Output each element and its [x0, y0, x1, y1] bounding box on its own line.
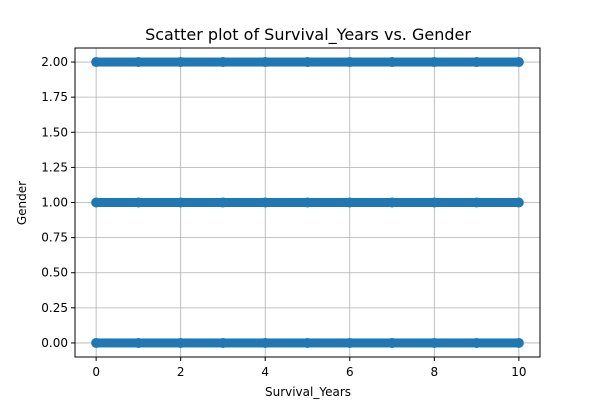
y-tick-label: 0.50: [41, 266, 68, 280]
x-tick-label: 4: [261, 365, 269, 379]
x-tick-label: 0: [92, 365, 100, 379]
x-tick-label: 10: [511, 365, 526, 379]
y-tick-label: 1.75: [41, 90, 68, 104]
x-tick-label: 2: [177, 365, 185, 379]
x-tick-label: 8: [430, 365, 438, 379]
x-axis: 0 2 4 6 8 10: [92, 357, 527, 379]
data-points: [91, 57, 524, 348]
chart-title: Scatter plot of Survival_Years vs. Gende…: [145, 25, 471, 45]
y-tick-label: 1.00: [41, 196, 68, 210]
y-tick-label: 0.75: [41, 231, 68, 245]
x-axis-label: Survival_Years: [265, 385, 351, 399]
y-tick-label: 1.50: [41, 125, 68, 139]
point-band: [96, 57, 519, 67]
x-tick-label: 6: [346, 365, 354, 379]
y-tick-label: 2.00: [41, 55, 68, 69]
y-axis: 0.00 0.25 0.50 0.75 1.00 1.25 1.50 1.75 2.00: [41, 55, 75, 350]
y-tick-label: 0.25: [41, 301, 68, 315]
y-axis-label: Gender: [15, 181, 29, 225]
point-band: [96, 198, 519, 207]
y-tick-label: 0.00: [41, 336, 68, 350]
point-band: [96, 338, 519, 348]
y-tick-label: 1.25: [41, 160, 68, 174]
